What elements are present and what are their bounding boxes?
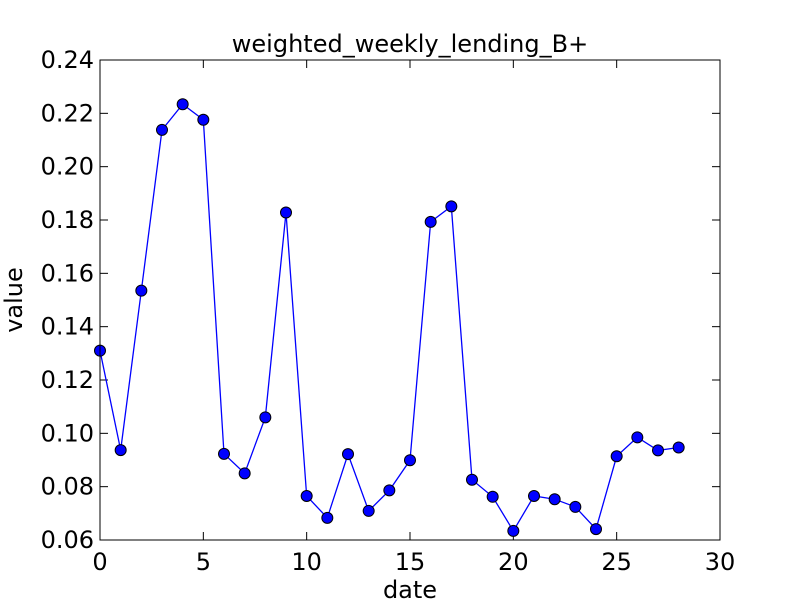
y-tick-label: 0.08 <box>41 473 94 501</box>
x-tick-label: 20 <box>498 548 529 576</box>
chart-title: weighted_weekly_lending_B+ <box>232 30 588 58</box>
data-point <box>383 484 396 497</box>
y-tick-label: 0.06 <box>41 526 94 554</box>
data-point <box>114 444 127 457</box>
y-tick-label: 0.12 <box>41 366 94 394</box>
data-point <box>631 431 644 444</box>
data-point <box>404 454 416 467</box>
data-point <box>672 441 685 454</box>
plot-frame <box>99 59 721 541</box>
data-point <box>218 447 230 460</box>
data-point <box>342 448 354 461</box>
x-tick-label: 25 <box>601 548 632 576</box>
y-tick-label: 0.14 <box>41 313 94 341</box>
y-tick-label: 0.18 <box>41 206 94 234</box>
data-point <box>569 500 582 513</box>
x-tick-label: 10 <box>291 548 322 576</box>
plot-area <box>100 60 720 540</box>
data-point <box>652 444 664 457</box>
tick-labels: 0 5 10 15 20 25 30 0.06 0.08 0.10 0.12 0.14 0.16 0.18… <box>41 46 736 576</box>
data-point <box>156 123 168 136</box>
data-point <box>362 504 375 517</box>
x-tick-label: 5 <box>196 548 211 576</box>
data-point <box>466 473 478 486</box>
y-tick-label: 0.16 <box>41 259 94 287</box>
y-tick-label: 0.20 <box>41 153 94 181</box>
y-tick-label: 0.24 <box>41 46 94 74</box>
x-tick-label: 30 <box>705 548 736 576</box>
y-axis-label: value <box>0 267 28 333</box>
data-point <box>197 113 210 126</box>
data-point <box>176 98 189 111</box>
data-point <box>424 215 437 228</box>
y-tick-label: 0.22 <box>41 99 94 127</box>
data-point <box>548 493 561 506</box>
x-axis-label: date <box>383 576 437 600</box>
data-point <box>280 206 292 219</box>
data-point <box>507 524 520 537</box>
x-tick-label: 15 <box>395 548 426 576</box>
data-point <box>528 490 540 502</box>
data-point <box>300 490 313 502</box>
data-point <box>321 511 334 524</box>
y-tick-label: 0.10 <box>41 419 94 447</box>
data-point <box>135 284 148 297</box>
data-point <box>486 490 499 503</box>
data-point <box>445 200 458 213</box>
data-point <box>259 411 272 424</box>
x-tick-label: 0 <box>92 548 107 576</box>
data-point <box>610 450 623 463</box>
data-point <box>238 467 251 480</box>
data-point <box>590 523 602 536</box>
